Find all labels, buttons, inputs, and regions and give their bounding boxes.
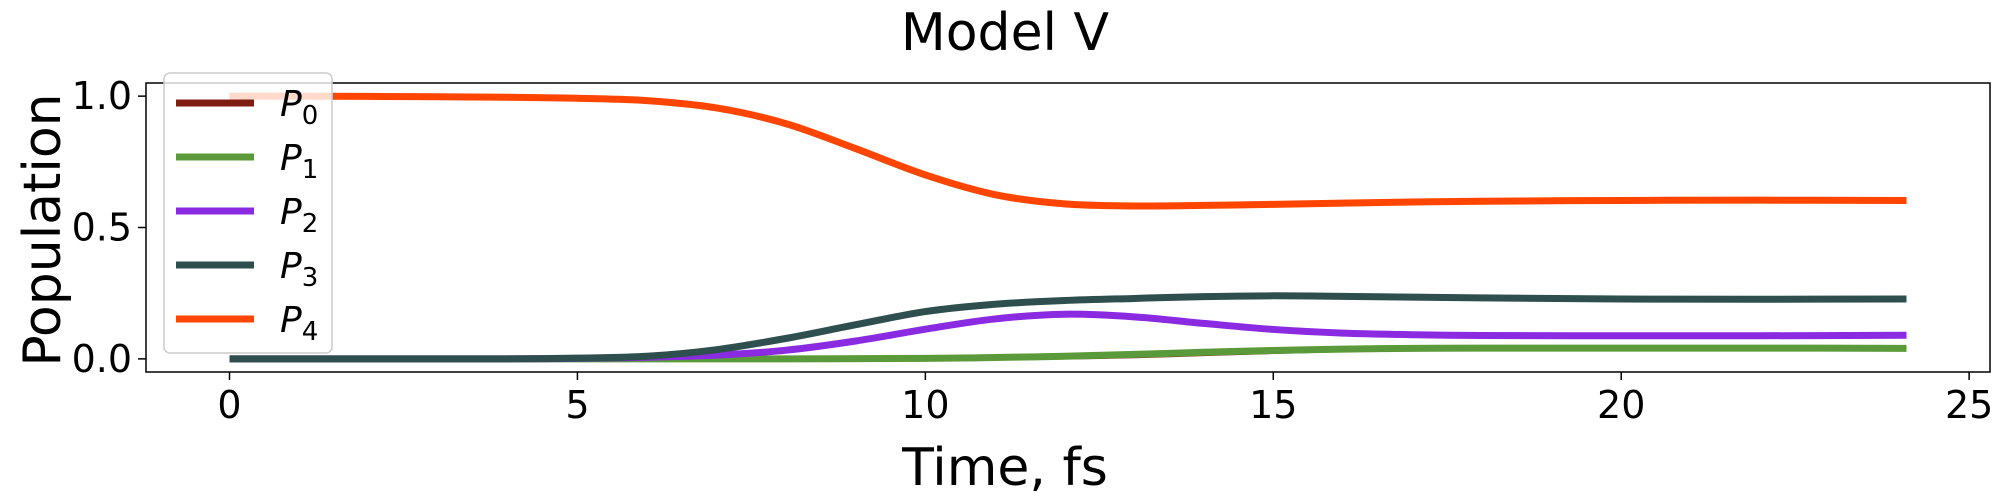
legend-label-p1: P1 <box>280 138 318 185</box>
axes-frame <box>145 82 1991 373</box>
x-tick-label: 25 <box>1945 383 1993 427</box>
series-line-p3 <box>229 292 1907 363</box>
legend-label-subscript: 1 <box>302 155 319 185</box>
chart-title: Model V <box>901 3 1110 63</box>
legend-label-base: P <box>280 246 302 287</box>
legend-label-base: P <box>280 138 302 179</box>
legend-label-subscript: 0 <box>302 101 319 131</box>
y-tick-label: 0.0 <box>72 337 132 381</box>
legend-label-base: P <box>280 192 302 233</box>
legend-label-p3: P3 <box>280 246 318 293</box>
legend-label-p0: P0 <box>280 84 318 131</box>
x-tick-label: 15 <box>1249 383 1297 427</box>
series-line-p2 <box>229 310 1907 363</box>
x-tick-label: 20 <box>1597 383 1645 427</box>
y-tick-label: 1.0 <box>72 74 132 118</box>
x-tick-label: 0 <box>217 383 241 427</box>
x-axis-label: Time, fs <box>901 438 1108 498</box>
y-tick-label: 0.5 <box>72 206 132 250</box>
legend-label-p4: P4 <box>280 300 318 347</box>
legend-label-base: P <box>280 300 302 341</box>
legend-label-subscript: 4 <box>302 317 319 347</box>
series-line-p4 <box>229 92 1907 210</box>
legend-label-subscript: 2 <box>302 209 319 239</box>
x-tick-label: 5 <box>565 383 589 427</box>
legend-label-subscript: 3 <box>302 263 319 293</box>
y-axis-label: Population <box>13 93 73 366</box>
x-tick-label: 10 <box>901 383 949 427</box>
legend-label-base: P <box>280 84 302 125</box>
legend-label-p2: P2 <box>280 192 318 239</box>
